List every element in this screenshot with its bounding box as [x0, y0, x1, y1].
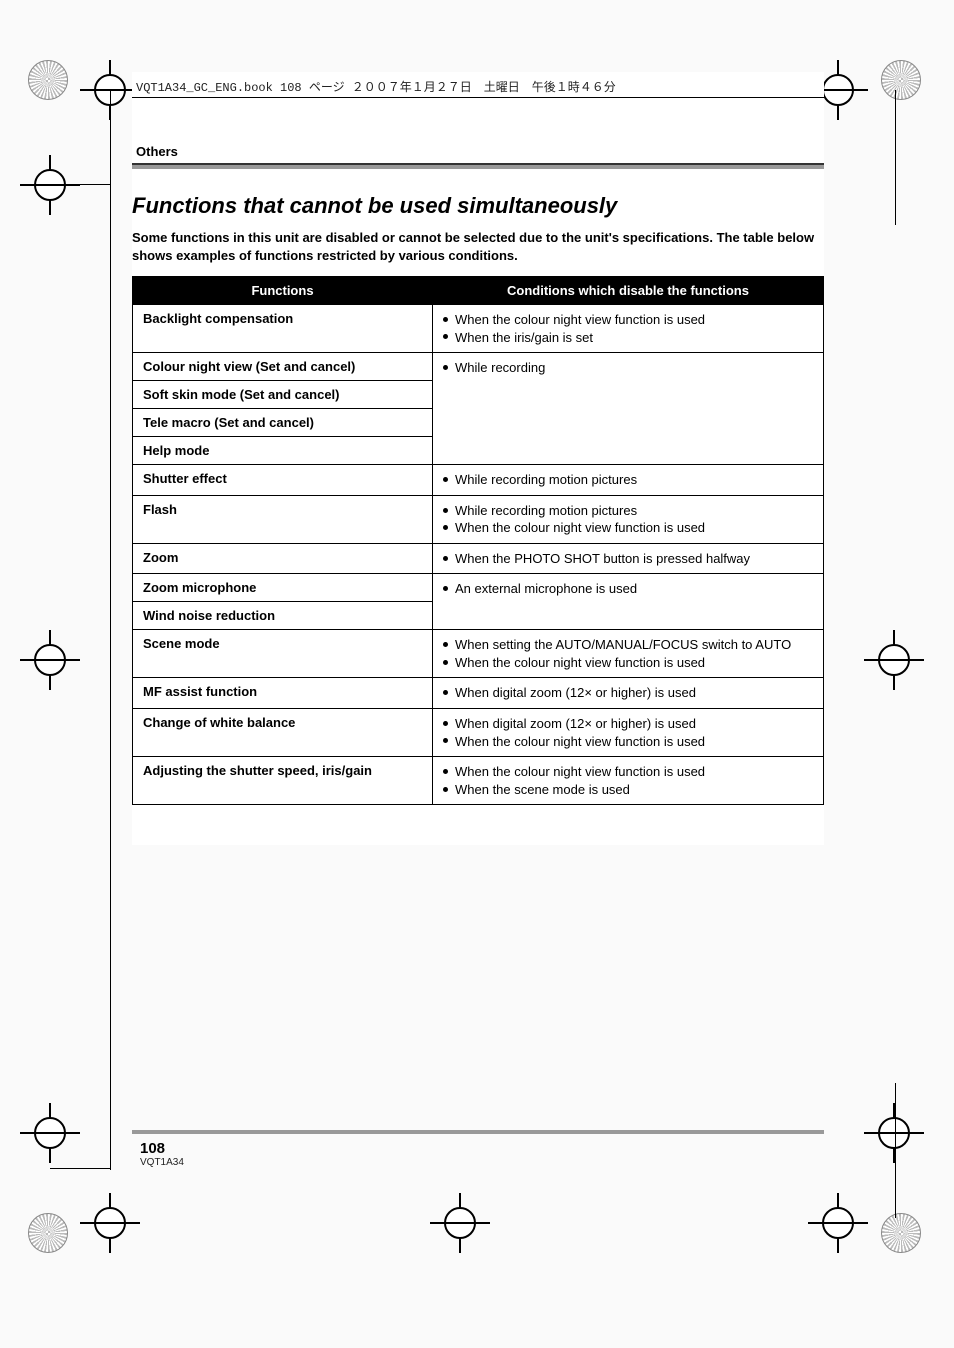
function-conditions: While recording	[433, 353, 824, 465]
function-name: Backlight compensation	[133, 305, 433, 353]
table-row: Zoom When the PHOTO SHOT button is press…	[133, 543, 824, 574]
table-row: MF assist function When digital zoom (12…	[133, 678, 824, 709]
crop-mark	[28, 60, 68, 100]
condition-item: When the colour night view function is u…	[443, 311, 813, 329]
frame-line	[50, 184, 110, 185]
registration-mark	[80, 1193, 140, 1253]
crop-mark	[881, 1213, 921, 1253]
function-conditions: When the PHOTO SHOT button is pressed ha…	[433, 543, 824, 574]
crop-mark	[28, 1213, 68, 1253]
frame-line	[110, 90, 111, 1170]
function-name: Scene mode	[133, 630, 433, 678]
condition-item: When digital zoom (12× or higher) is use…	[443, 684, 813, 702]
table-header-row: Functions Conditions which disable the f…	[133, 277, 824, 305]
doc-code: VQT1A34	[132, 1157, 824, 1168]
table-row: Change of white balance When digital zoo…	[133, 709, 824, 757]
condition-item: While recording motion pictures	[443, 502, 813, 520]
frame-line	[895, 1083, 896, 1218]
condition-item: When the PHOTO SHOT button is pressed ha…	[443, 550, 813, 568]
table-row: Scene mode When setting the AUTO/MANUAL/…	[133, 630, 824, 678]
condition-item: When setting the AUTO/MANUAL/FOCUS switc…	[443, 636, 813, 654]
function-conditions: When setting the AUTO/MANUAL/FOCUS switc…	[433, 630, 824, 678]
page-title: Functions that cannot be used simultaneo…	[132, 193, 824, 219]
col-header-functions: Functions	[133, 277, 433, 305]
condition-item: When the colour night view function is u…	[443, 654, 813, 672]
registration-mark	[20, 630, 80, 690]
registration-mark	[864, 630, 924, 690]
function-name: Help mode	[133, 437, 433, 465]
registration-mark	[430, 1193, 490, 1253]
col-header-conditions: Conditions which disable the functions	[433, 277, 824, 305]
function-conditions: When the colour night view function is u…	[433, 757, 824, 805]
condition-item: When digital zoom (12× or higher) is use…	[443, 715, 813, 733]
condition-item: When the scene mode is used	[443, 781, 813, 799]
function-conditions: When the colour night view function is u…	[433, 305, 824, 353]
table-row: Adjusting the shutter speed, iris/gain W…	[133, 757, 824, 805]
function-name: Adjusting the shutter speed, iris/gain	[133, 757, 433, 805]
function-conditions: While recording motion pictures	[433, 465, 824, 496]
crop-mark	[881, 60, 921, 100]
table-row: Backlight compensation When the colour n…	[133, 305, 824, 353]
condition-item: While recording	[443, 359, 813, 377]
table-row: Shutter effect While recording motion pi…	[133, 465, 824, 496]
frame-line	[895, 90, 896, 225]
condition-item: While recording motion pictures	[443, 471, 813, 489]
page-footer: 108 VQT1A34	[132, 1130, 824, 1168]
function-conditions: An external microphone is used	[433, 574, 824, 630]
condition-item: When the iris/gain is set	[443, 329, 813, 347]
intro-text: Some functions in this unit are disabled…	[132, 229, 824, 264]
page-content: VQT1A34_GC_ENG.book 108 ページ ２００７年１月２７日 土…	[132, 72, 824, 845]
table-row: Flash While recording motion pictures Wh…	[133, 495, 824, 543]
book-header: VQT1A34_GC_ENG.book 108 ページ ２００７年１月２７日 土…	[132, 72, 824, 98]
condition-item: An external microphone is used	[443, 580, 813, 598]
functions-table: Functions Conditions which disable the f…	[132, 276, 824, 805]
function-name: Flash	[133, 495, 433, 543]
condition-item: When the colour night view function is u…	[443, 519, 813, 537]
registration-mark	[808, 1193, 868, 1253]
frame-line	[50, 1168, 110, 1169]
function-name: Shutter effect	[133, 465, 433, 496]
section-rule	[132, 163, 824, 169]
page-number: 108	[132, 1140, 824, 1157]
condition-item: When the colour night view function is u…	[443, 763, 813, 781]
function-name: Change of white balance	[133, 709, 433, 757]
condition-item: When the colour night view function is u…	[443, 733, 813, 751]
registration-mark	[20, 1103, 80, 1163]
function-conditions: While recording motion pictures When the…	[433, 495, 824, 543]
table-row: Zoom microphone An external microphone i…	[133, 574, 824, 602]
function-name: Wind noise reduction	[133, 602, 433, 630]
function-name: Soft skin mode (Set and cancel)	[133, 381, 433, 409]
function-name: MF assist function	[133, 678, 433, 709]
function-name: Tele macro (Set and cancel)	[133, 409, 433, 437]
section-label: Others	[136, 144, 824, 159]
registration-mark	[864, 1103, 924, 1163]
function-conditions: When digital zoom (12× or higher) is use…	[433, 678, 824, 709]
function-name: Colour night view (Set and cancel)	[133, 353, 433, 381]
table-row: Colour night view (Set and cancel) While…	[133, 353, 824, 381]
registration-mark	[20, 155, 80, 215]
function-name: Zoom	[133, 543, 433, 574]
function-conditions: When digital zoom (12× or higher) is use…	[433, 709, 824, 757]
function-name: Zoom microphone	[133, 574, 433, 602]
